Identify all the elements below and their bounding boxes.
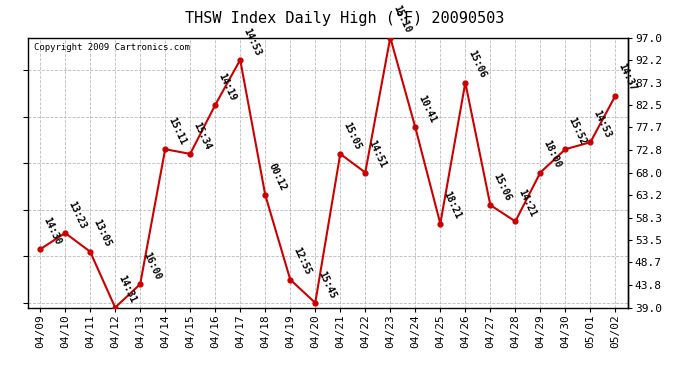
Text: 15:45: 15:45 [317,269,338,300]
Point [385,34,396,40]
Point [335,151,346,157]
Point [59,230,70,236]
Text: 15:05: 15:05 [342,120,363,151]
Text: 14:37: 14:37 [617,62,638,93]
Text: 14:53: 14:53 [241,26,263,57]
Point [159,146,170,152]
Text: 15:10: 15:10 [392,4,413,35]
Point [410,124,421,130]
Point [185,151,196,157]
Point [34,246,46,252]
Point [135,281,146,287]
Text: 16:00: 16:00 [141,251,163,282]
Text: 18:21: 18:21 [442,190,463,221]
Text: Copyright 2009 Cartronics.com: Copyright 2009 Cartronics.com [34,43,190,52]
Text: 14:21: 14:21 [517,188,538,219]
Text: 15:06: 15:06 [492,171,513,202]
Text: 14:31: 14:31 [117,274,138,305]
Text: 18:00: 18:00 [542,139,563,170]
Text: 00:12: 00:12 [266,161,288,192]
Text: 15:34: 15:34 [192,120,213,151]
Point [435,221,446,227]
Point [310,300,321,306]
Text: 14:19: 14:19 [217,71,238,102]
Point [485,202,496,208]
Point [560,146,571,152]
Text: 15:11: 15:11 [166,116,188,147]
Point [510,218,521,224]
Text: 13:23: 13:23 [66,200,88,230]
Text: THSW Index Daily High (°F) 20090503: THSW Index Daily High (°F) 20090503 [186,11,504,26]
Text: 14:51: 14:51 [366,139,388,170]
Text: 12:55: 12:55 [292,246,313,277]
Point [210,102,221,108]
Point [85,249,96,255]
Point [110,304,121,310]
Point [359,170,371,176]
Point [285,277,296,283]
Point [535,170,546,176]
Text: 15:52: 15:52 [566,116,589,147]
Text: 14:53: 14:53 [592,109,613,140]
Text: 13:05: 13:05 [92,218,113,249]
Text: 14:30: 14:30 [41,216,63,246]
Point [610,93,621,99]
Point [585,139,596,145]
Point [235,57,246,63]
Text: 15:06: 15:06 [466,49,489,80]
Text: 10:41: 10:41 [417,94,438,124]
Point [460,80,471,86]
Point [259,192,270,198]
